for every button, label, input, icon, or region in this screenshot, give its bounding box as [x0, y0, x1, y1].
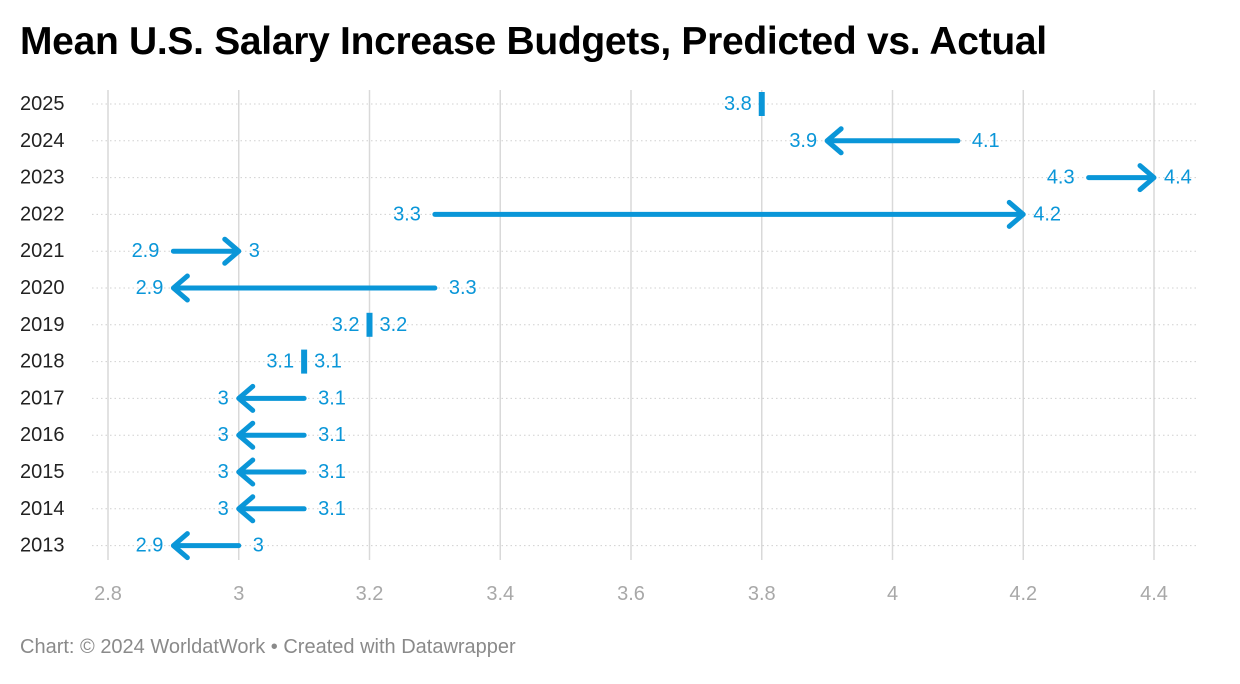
x-tick-label: 3.4	[486, 583, 514, 605]
x-tick-label: 3.2	[356, 583, 384, 605]
arrow-head-2016	[236, 420, 256, 450]
actual-label-2015: 3	[218, 461, 229, 483]
y-tick-label-2024: 2024	[20, 130, 65, 152]
actual-label-2021: 3	[249, 240, 260, 262]
actual-label-2023: 4.4	[1164, 167, 1192, 189]
predicted-label-2016: 3.1	[318, 424, 346, 446]
predicted-label-2023: 4.3	[1047, 167, 1075, 189]
actual-label-2019: 3.2	[332, 314, 360, 336]
arrow-head-2022	[1006, 199, 1026, 229]
predicted-label-2025: 3.8	[724, 93, 752, 115]
y-tick-label-2020: 2020	[20, 277, 65, 299]
footer-separator: •	[270, 636, 278, 658]
predicted-label-2021: 2.9	[132, 240, 160, 262]
predicted-label-2013: 3	[253, 535, 264, 557]
y-tick-label-2016: 2016	[20, 424, 65, 446]
predicted-label-2017: 3.1	[318, 387, 346, 409]
x-tick-label: 4.2	[1009, 583, 1037, 605]
arrow-head-2015	[236, 457, 256, 487]
x-tick-label: 3.8	[748, 583, 776, 605]
predicted-label-2020: 3.3	[449, 277, 477, 299]
y-tick-label-2022: 2022	[20, 203, 65, 225]
chart-title: Mean U.S. Salary Increase Budgets, Predi…	[20, 20, 1047, 63]
chart-footer: Chart: © 2024 WorldatWork • Created with…	[20, 636, 516, 659]
predicted-label-2015: 3.1	[318, 461, 346, 483]
y-tick-label-2018: 2018	[20, 351, 65, 373]
footer-created-with: Created with Datawrapper	[283, 636, 516, 658]
y-tick-label-2014: 2014	[20, 498, 65, 520]
actual-label-2017: 3	[218, 387, 229, 409]
y-tick-label-2021: 2021	[20, 240, 65, 262]
y-tick-label-2013: 2013	[20, 535, 65, 557]
predicted-label-2024: 4.1	[972, 130, 1000, 152]
y-tick-label-2015: 2015	[20, 461, 65, 483]
actual-label-2014: 3	[218, 498, 229, 520]
arrow-head-2013	[170, 531, 190, 561]
arrow-head-2014	[236, 494, 256, 524]
arrow-head-2024	[824, 126, 844, 156]
arrow-head-2020	[170, 273, 190, 303]
actual-label-2024: 3.9	[789, 130, 817, 152]
actual-label-2020: 2.9	[136, 277, 164, 299]
predicted-label-2019: 3.2	[380, 314, 408, 336]
x-tick-label: 4.4	[1140, 583, 1168, 605]
footer-credit: Chart: © 2024 WorldatWork	[20, 636, 266, 658]
y-tick-label-2025: 2025	[20, 93, 65, 115]
y-tick-label-2019: 2019	[20, 314, 65, 336]
x-tick-label: 4	[887, 583, 898, 605]
predicted-label-2022: 3.3	[393, 203, 421, 225]
actual-label-2016: 3	[218, 424, 229, 446]
actual-label-2022: 4.2	[1033, 203, 1061, 225]
actual-label-2013: 2.9	[136, 535, 164, 557]
actual-label-2018: 3.1	[266, 351, 294, 373]
x-tick-label: 3	[233, 583, 244, 605]
arrow-head-2021	[222, 236, 242, 266]
x-tick-label: 3.6	[617, 583, 645, 605]
y-tick-label-2023: 2023	[20, 167, 65, 189]
arrow-head-2023	[1137, 163, 1157, 193]
predicted-label-2018: 3.1	[314, 351, 342, 373]
x-tick-label: 2.8	[94, 583, 122, 605]
y-tick-label-2017: 2017	[20, 387, 65, 409]
arrow-head-2017	[236, 383, 256, 413]
predicted-label-2014: 3.1	[318, 498, 346, 520]
